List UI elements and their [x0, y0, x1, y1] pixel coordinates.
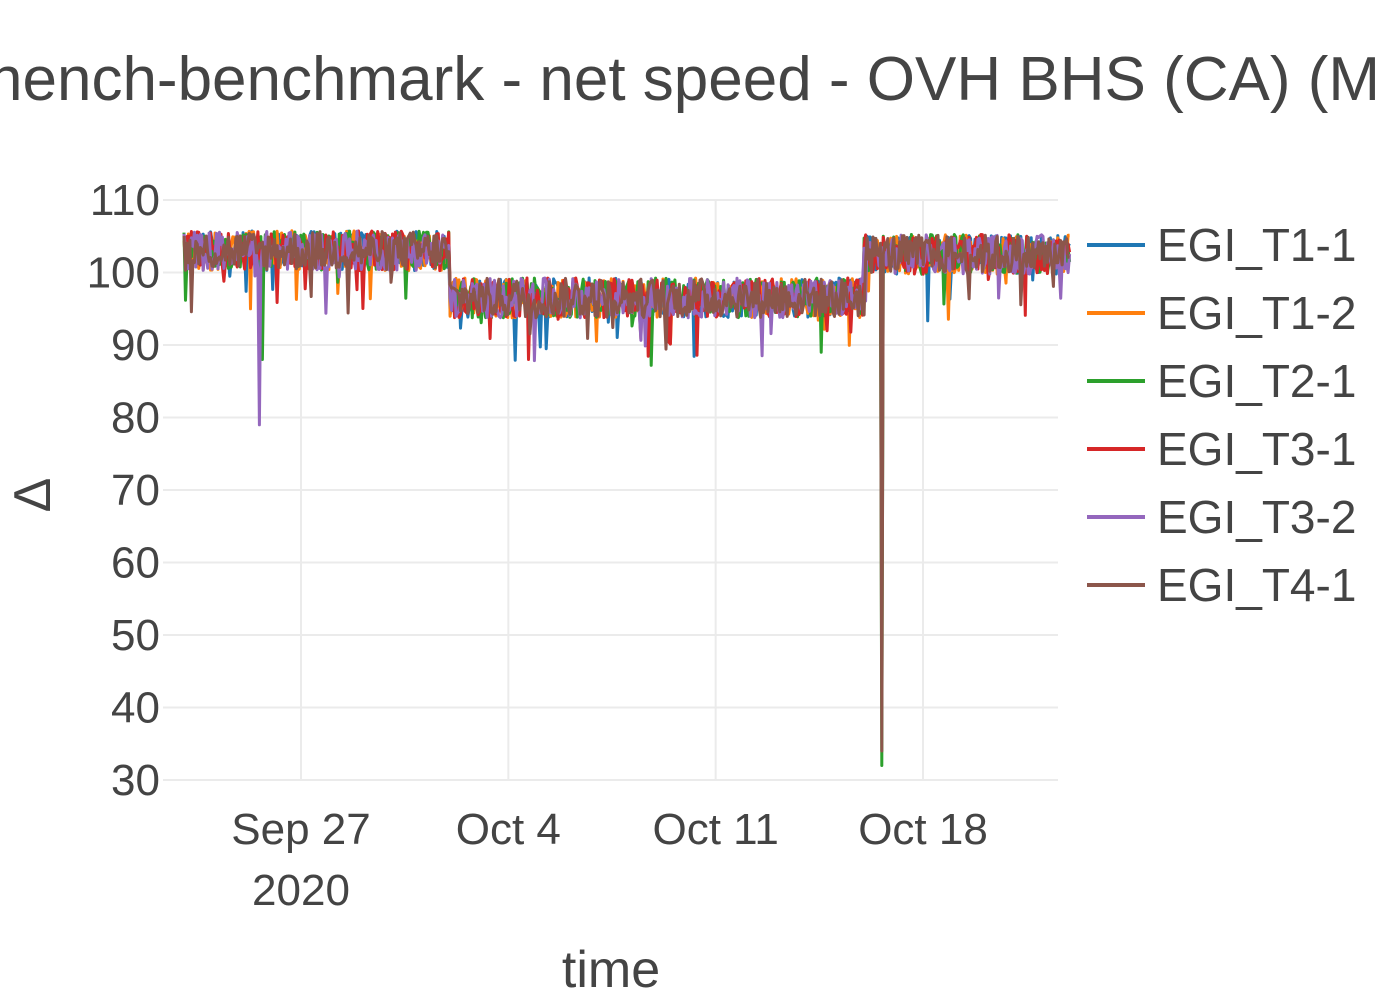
legend-label: EGI_T3-1	[1157, 423, 1356, 475]
legend-item-EGI_T1-1[interactable]: EGI_T1-1	[1087, 219, 1356, 271]
x-axis-title: time	[562, 941, 660, 999]
y-tick-label: 30	[111, 756, 160, 805]
chart-title: hench-benchmark - net speed - OVH BHS (C…	[0, 45, 1380, 114]
x-tick-label: Oct 11	[652, 805, 778, 854]
x-tick-label: Oct 18	[858, 805, 988, 854]
y-tick-label: 50	[111, 611, 160, 660]
y-tick-label: 80	[111, 394, 160, 443]
series-layer	[182, 229, 1072, 767]
y-tick-label: 110	[90, 176, 160, 225]
y-tick-label: 60	[111, 539, 160, 588]
legend[interactable]: EGI_T1-1 EGI_T1-2 EGI_T2-1 EGI_T3-1 EGI_T3-2…	[1087, 219, 1356, 611]
legend-item-EGI_T1-2[interactable]: EGI_T1-2	[1087, 287, 1356, 339]
y-tick-labels: 30 40 50 60 70 80 90 100 110	[87, 176, 160, 805]
legend-item-EGI_T4-1[interactable]: EGI_T4-1	[1087, 559, 1356, 611]
y-axis-title: Δ	[4, 478, 62, 513]
x-tick-label: Sep 27	[231, 805, 370, 854]
legend-label: EGI_T1-2	[1157, 287, 1356, 339]
legend-label: EGI_T1-1	[1157, 219, 1356, 271]
y-tick-label: 100	[87, 249, 160, 298]
y-tick-label: 70	[111, 466, 160, 515]
y-tick-label: 40	[111, 684, 160, 733]
x-tick-labels: Sep 27 2020 Oct 4 Oct 11 Oct 18	[231, 805, 988, 915]
y-tick-label: 90	[111, 321, 160, 370]
x-tick-sublabel: 2020	[252, 866, 350, 915]
x-tick-label: Oct 4	[456, 805, 561, 854]
legend-item-EGI_T2-1[interactable]: EGI_T2-1	[1087, 355, 1356, 407]
legend-label: EGI_T4-1	[1157, 559, 1356, 611]
legend-label: EGI_T2-1	[1157, 355, 1356, 407]
series-line-EGI_T4-1	[182, 230, 1070, 753]
legend-item-EGI_T3-2[interactable]: EGI_T3-2	[1087, 491, 1356, 543]
legend-label: EGI_T3-2	[1157, 491, 1356, 543]
legend-item-EGI_T3-1[interactable]: EGI_T3-1	[1087, 423, 1356, 475]
